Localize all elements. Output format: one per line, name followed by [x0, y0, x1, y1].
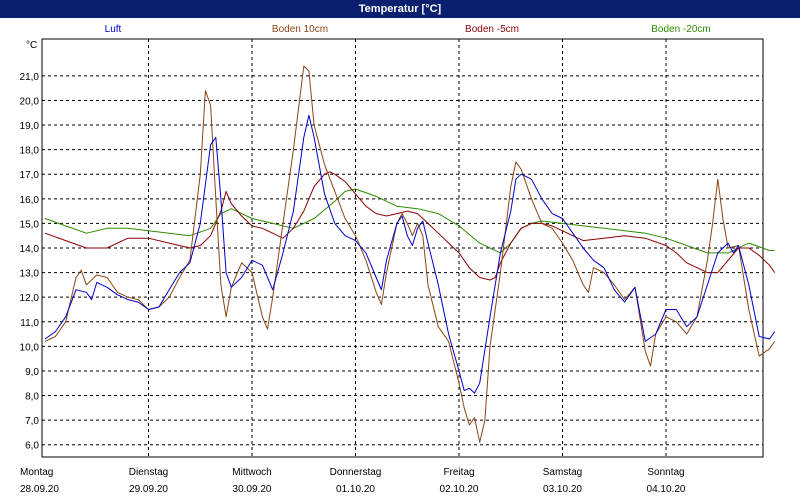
legend-boden-minus-20cm: Boden -20cm [651, 24, 711, 35]
series-line-boden-5cm [44, 171, 776, 281]
y-tick-label: 12,0 [20, 293, 40, 304]
series-line-luft [44, 114, 776, 394]
series-lines [44, 65, 776, 443]
x-tick-date: 01.10.20 [336, 484, 375, 495]
y-tick-label: 18,0 [20, 146, 40, 157]
legend-boden-10cm: Boden 10cm [271, 24, 329, 35]
x-tick-day: Sonntag [647, 467, 684, 478]
series-line-boden-10cm [44, 65, 776, 443]
grid [42, 39, 763, 457]
y-tick-label: 11,0 [20, 318, 39, 329]
y-tick-label: 20,0 [20, 96, 40, 107]
y-tick-label: 8,0 [25, 392, 39, 403]
y-tick-label: 16,0 [20, 195, 40, 206]
x-tick-day: Freitag [443, 467, 474, 478]
x-tick-date: 28.09.20 [20, 484, 59, 495]
legend-boden-minus-5cm: Boden -5cm [465, 24, 519, 35]
x-tick-date: 03.10.20 [543, 484, 582, 495]
y-tick-label: 21,0 [20, 72, 40, 83]
y-tick-label: 10,0 [20, 342, 40, 353]
chart-title: Temperatur [°C] [0, 0, 800, 18]
x-tick-date: 04.10.20 [647, 484, 686, 495]
x-tick-date: 29.09.20 [129, 484, 168, 495]
y-tick-label: 9,0 [25, 367, 39, 378]
x-tick-day: Donnerstag [330, 467, 382, 478]
y-tick-label: 6,0 [25, 441, 39, 452]
y-tick-label: 13,0 [20, 269, 40, 280]
y-tick-label: 17,0 [20, 170, 40, 181]
legend-luft: Luft [104, 24, 122, 35]
y-unit-label: °C [26, 40, 37, 51]
x-tick-day: Montag [20, 467, 53, 478]
y-tick-label: 14,0 [20, 244, 40, 255]
x-axis-ticks: Montag 28.09.20 Dienstag 29.09.20 Mittwoch 30… [20, 467, 686, 495]
x-tick-day: Samstag [543, 467, 582, 478]
y-tick-label: 15,0 [20, 219, 40, 230]
y-axis-ticks: 6,0 7,0 8,0 9,0 10,0 11,0 12,0 13,0 14,0 15,0 16,0… [20, 72, 40, 452]
y-tick-label: 19,0 [20, 121, 40, 132]
x-tick-day: Dienstag [129, 467, 168, 478]
x-tick-date: 30.09.20 [233, 484, 272, 495]
y-tick-label: 7,0 [25, 416, 39, 427]
series-line-boden-20cm [44, 188, 775, 254]
x-tick-day: Mittwoch [232, 467, 271, 478]
x-tick-date: 02.10.20 [440, 484, 479, 495]
